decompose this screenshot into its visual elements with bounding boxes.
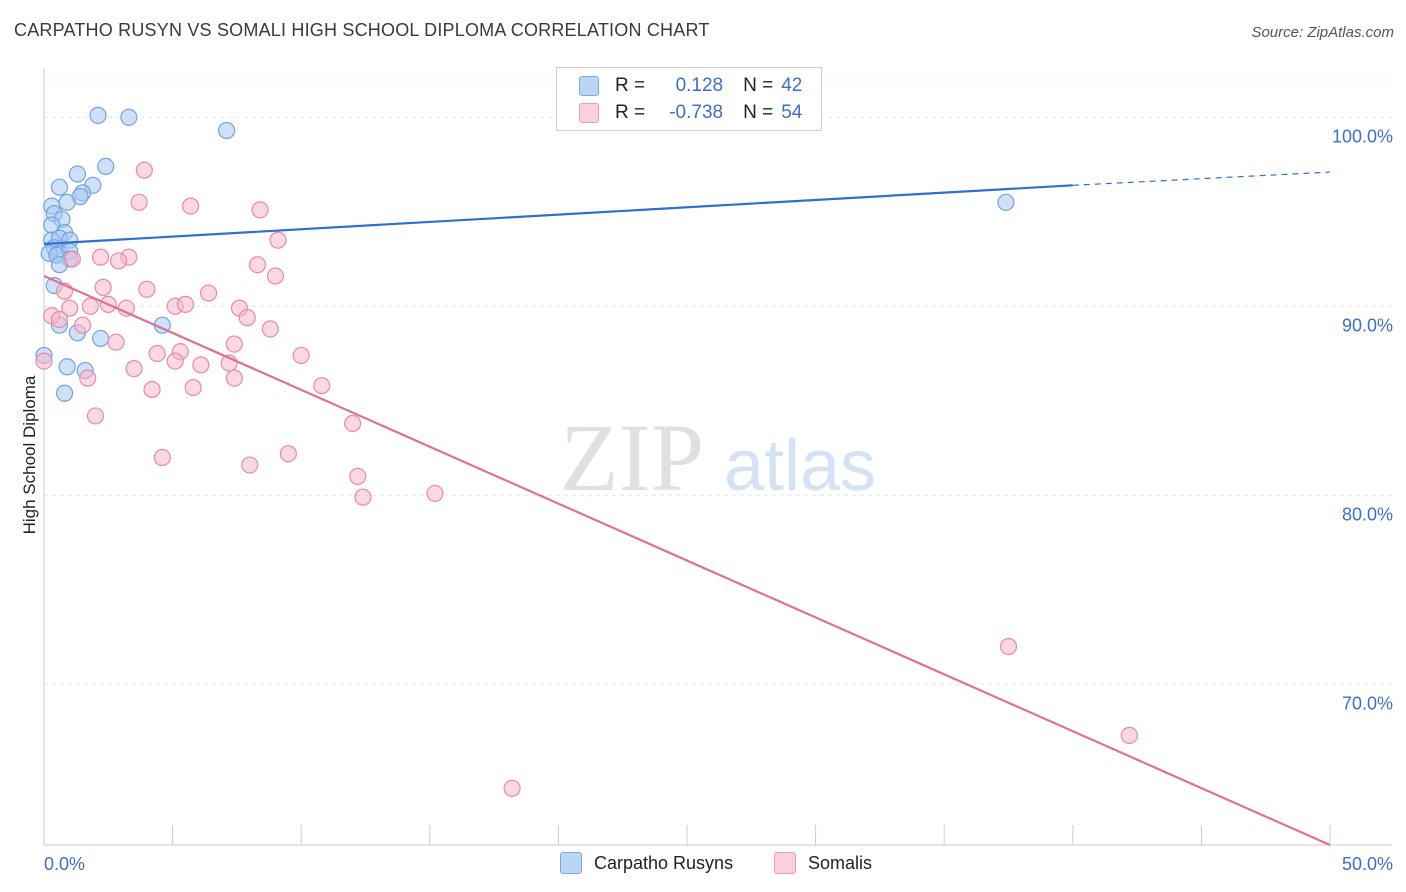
legend-swatch-carpatho [579, 76, 599, 96]
y-axis-label: High School Diploma [20, 375, 39, 534]
series-legend-somali: Somalis [774, 852, 872, 874]
source-label: Source: ZipAtlas.com [1251, 24, 1394, 41]
data-point [79, 369, 97, 387]
data-point [1120, 726, 1138, 744]
data-point [138, 280, 156, 298]
data-point [269, 231, 287, 249]
data-point [109, 252, 128, 270]
data-point [55, 384, 74, 402]
data-point [143, 380, 161, 399]
legend-r-value: -0.738 [669, 102, 724, 123]
data-point [184, 378, 202, 397]
data-point [58, 193, 76, 211]
data-point [354, 488, 372, 506]
data-point [344, 414, 362, 433]
data-point [503, 779, 521, 797]
series-legend-carpatho: Carpatho Rusyns [560, 852, 733, 874]
legend-n-value: 42 [781, 75, 803, 96]
trend-line-carpatho-extension [1072, 171, 1331, 186]
legend-n-label: N = [743, 75, 774, 96]
watermark-atlas: atlas [724, 426, 876, 506]
data-point [225, 335, 243, 353]
data-point [58, 358, 76, 376]
grid-lines [44, 79, 1392, 685]
series-legend: Carpatho Rusyns Somalis [0, 852, 1406, 878]
x-tick-label: 50.0% [1342, 854, 1393, 874]
data-point [192, 356, 210, 374]
data-point [61, 299, 79, 317]
data-point [266, 267, 285, 285]
data-point [997, 193, 1015, 211]
legend-n-label: N = [743, 102, 774, 123]
y-tick-label: 70.0% [1342, 693, 1393, 713]
data-point [238, 309, 256, 327]
chart-title: CARPATHO RUSYN VS SOMALI HIGH SCHOOL DIP… [14, 20, 710, 40]
data-point [426, 484, 444, 503]
legend-swatch-somali [579, 103, 599, 123]
trend-line-somali [43, 275, 1331, 847]
series-label-somali: Somalis [808, 852, 873, 873]
data-point [81, 297, 99, 315]
data-point [182, 197, 200, 215]
data-point [313, 377, 331, 395]
legend-row-carpatho: R = 0.128 N = 42 [579, 73, 802, 99]
series-swatch-somali [774, 852, 796, 874]
trend-line-carpatho [43, 184, 1073, 246]
data-point [248, 256, 267, 274]
data-point [89, 106, 107, 124]
data-point [94, 278, 112, 296]
series-somalis [35, 161, 1138, 797]
legend-r-value: 0.128 [675, 75, 724, 96]
data-point [148, 344, 166, 363]
data-point [279, 445, 297, 463]
watermark: ZIP atlas [560, 404, 876, 511]
data-point [86, 407, 105, 425]
data-point [91, 329, 110, 348]
data-point [251, 201, 269, 219]
trend-lines [43, 171, 1331, 847]
stats-legend: R = 0.128 N = 42 R = -0.738 N = 54 [556, 67, 822, 131]
y-tick-label: 80.0% [1342, 504, 1393, 524]
data-point [68, 165, 87, 183]
x-tick-label: 0.0% [44, 854, 85, 874]
data-point [349, 467, 367, 486]
x-tick-labels: 0.0% 50.0% [44, 854, 1393, 874]
y-tick-labels: 100.0% 90.0% 80.0% 70.0% [1332, 126, 1393, 713]
data-point [50, 310, 69, 329]
data-point [200, 284, 218, 302]
data-point [135, 161, 153, 179]
data-point [261, 320, 279, 338]
series-label-carpatho: Carpatho Rusyns [594, 852, 734, 873]
data-point [97, 157, 115, 176]
data-point [153, 448, 171, 467]
data-point [35, 352, 53, 370]
data-point [225, 369, 243, 387]
watermark-zip: ZIP [560, 404, 704, 511]
data-point [292, 346, 310, 365]
legend-row-somali: R = -0.738 N = 54 [579, 100, 802, 126]
legend-n-value: 54 [781, 102, 803, 123]
data-point [166, 352, 184, 370]
series-swatch-carpatho [560, 852, 582, 874]
data-point [241, 456, 259, 474]
data-point [125, 360, 143, 378]
data-point [73, 316, 92, 334]
legend-r-label: R = [615, 75, 646, 96]
data-point [130, 193, 148, 211]
y-tick-label: 90.0% [1342, 315, 1393, 335]
data-point [63, 250, 81, 268]
data-point [50, 178, 69, 196]
data-point [999, 637, 1018, 656]
data-point [120, 108, 138, 126]
data-point [218, 121, 236, 140]
data-point [176, 295, 195, 313]
y-tick-label: 100.0% [1332, 126, 1393, 146]
data-point [107, 333, 125, 351]
axes [43, 68, 1392, 846]
data-point [91, 248, 110, 266]
legend-r-label: R = [615, 102, 646, 123]
